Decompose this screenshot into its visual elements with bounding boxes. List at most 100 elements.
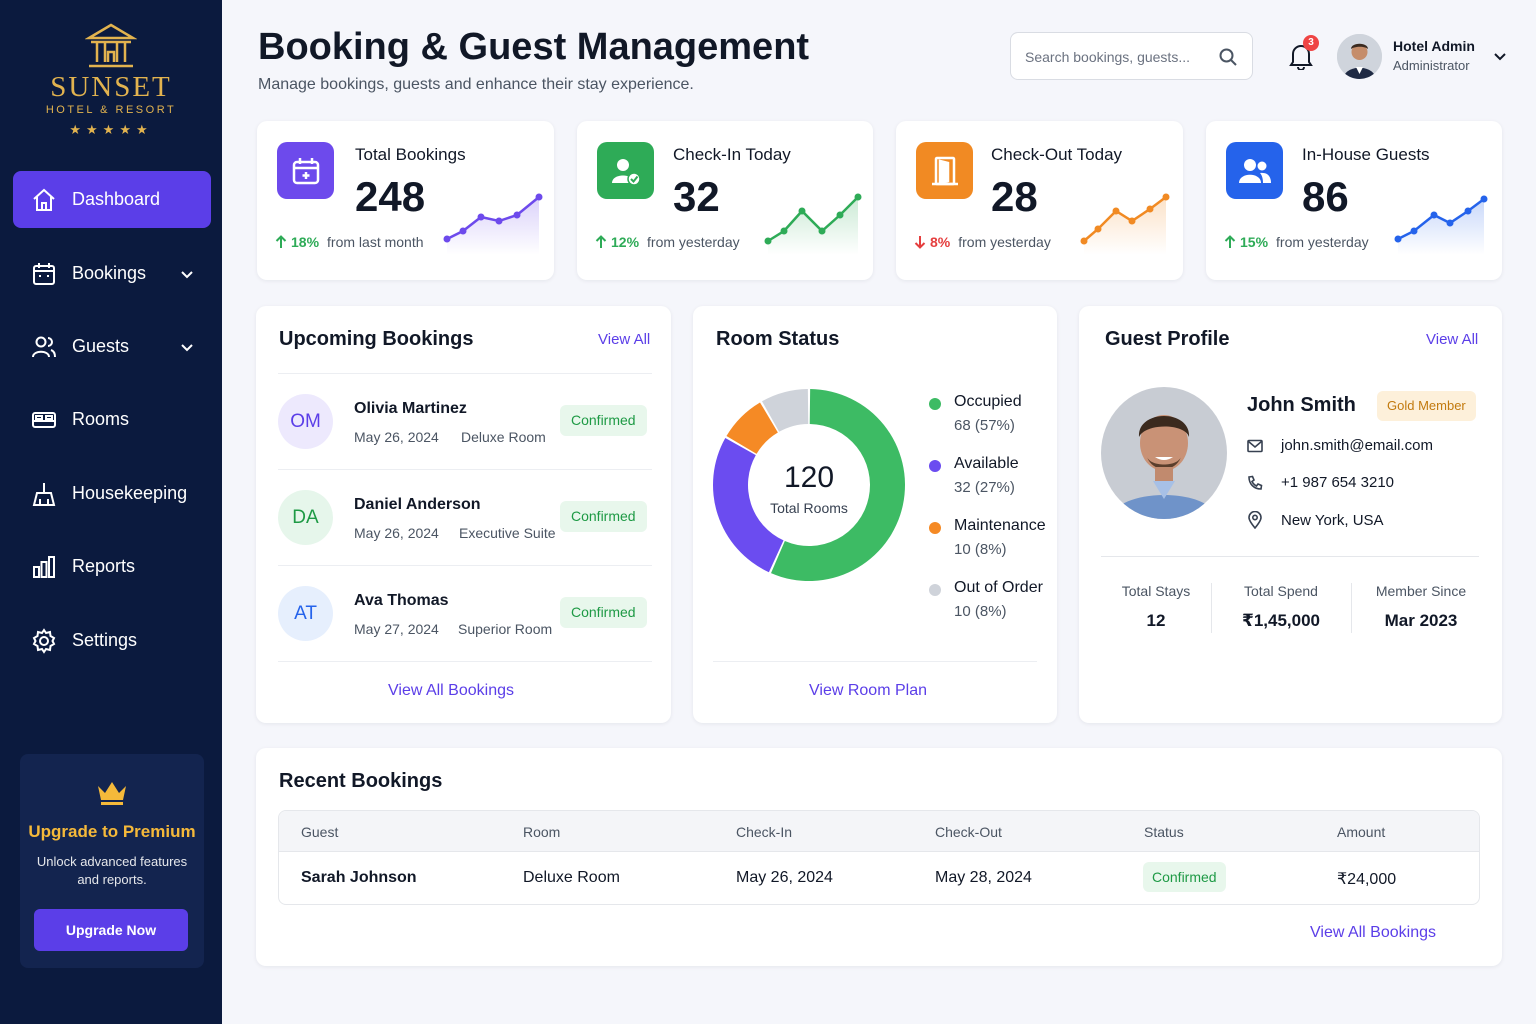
- view-all-link[interactable]: View All: [598, 331, 651, 348]
- sparkline-chart: [764, 193, 862, 255]
- column-header[interactable]: Amount: [1337, 824, 1386, 840]
- view-all-bookings-link[interactable]: View All Bookings: [388, 682, 514, 699]
- room-type: Superior Room: [458, 621, 553, 637]
- sidebar: SUNSET HOTEL & RESORT ★★★★★ Dashboard Bo…: [0, 0, 222, 1024]
- sidebar-item-reports[interactable]: Reports: [13, 538, 211, 595]
- sidebar-item-label: Settings: [72, 630, 138, 650]
- chevron-down-icon[interactable]: [179, 339, 195, 355]
- avatar: OM: [278, 394, 333, 449]
- guest-name: Ava Thomas: [354, 592, 449, 609]
- legend-dot: [929, 398, 941, 410]
- upgrade-now-button[interactable]: Upgrade Now: [34, 909, 188, 951]
- room-status-donut-chart: [713, 389, 905, 581]
- calendar-icon: [33, 262, 55, 285]
- bar-chart-icon: [33, 555, 55, 578]
- avatar[interactable]: [1337, 34, 1382, 79]
- donut-slice-maintenance: [726, 402, 778, 454]
- brand-logo[interactable]: SUNSET HOTEL & RESORT ★★★★★: [0, 22, 222, 138]
- stat-trend-pct: 15%: [1240, 234, 1269, 250]
- room-type: Executive Suite: [459, 525, 556, 541]
- stat-trend: 8% from yesterday: [914, 234, 1051, 250]
- stat-card-total-bookings[interactable]: Total Bookings 248 18% from last month: [257, 121, 554, 280]
- view-room-plan-link[interactable]: View Room Plan: [809, 682, 927, 699]
- stat-card-in-house-guests[interactable]: In-House Guests 86 15% from yesterday: [1206, 121, 1502, 280]
- status-badge: Confirmed: [560, 405, 647, 436]
- column-header[interactable]: Guest: [301, 824, 339, 840]
- cell-amount: ₹24,000: [1337, 871, 1397, 888]
- stat-trend-text: from yesterday: [1276, 234, 1369, 250]
- hotel-building-icon: [85, 23, 137, 68]
- search-icon[interactable]: [1218, 47, 1238, 67]
- guest-stat-value: ₹1,45,000: [1241, 611, 1320, 630]
- stat-label: Check-Out Today: [991, 145, 1123, 164]
- view-all-link[interactable]: View All: [1426, 331, 1479, 348]
- stat-trend: 18% from last month: [275, 234, 424, 250]
- guest-location: New York, USA: [1247, 511, 1384, 529]
- column-header[interactable]: Room: [523, 824, 561, 840]
- guest-stat-value: 12: [1146, 611, 1166, 630]
- donut-total: 120: [783, 461, 835, 494]
- search-input[interactable]: [1025, 45, 1215, 69]
- sidebar-item-label: Housekeeping: [72, 483, 188, 503]
- user-role: Administrator: [1393, 58, 1470, 73]
- sidebar-item-guests[interactable]: Guests: [13, 318, 211, 375]
- guest-stat-total-spend: Total Spend ₹1,45,000: [1217, 583, 1345, 631]
- guest-stat-member-since: Member Since Mar 2023: [1357, 583, 1485, 631]
- guest-email: john.smith@email.com: [1247, 437, 1433, 454]
- bed-icon: [32, 411, 56, 428]
- upgrade-card: Upgrade to Premium Unlock advanced featu…: [20, 754, 204, 968]
- list-item[interactable]: OM Olivia Martinez May 26, 2024 Deluxe R…: [278, 373, 652, 469]
- arrow-down-icon: [914, 236, 926, 249]
- view-all-bookings-link[interactable]: View All Bookings: [1310, 924, 1436, 941]
- sidebar-item-housekeeping[interactable]: Housekeeping: [13, 465, 211, 522]
- stat-value: 28: [991, 173, 1038, 220]
- stat-trend-text: from yesterday: [647, 234, 740, 250]
- calendar-icon: [277, 142, 334, 199]
- donut-slice-occupied: [771, 389, 905, 581]
- user-avatar-icon: [1101, 387, 1227, 519]
- recent-bookings-panel: Recent Bookings Guest Room Check-In Chec…: [256, 748, 1502, 966]
- search-box[interactable]: [1010, 32, 1253, 80]
- stat-card-check-out[interactable]: Check-Out Today 28 8% from yesterday: [896, 121, 1183, 280]
- guest-profile-panel: Guest Profile View All John Smith Gold M…: [1079, 306, 1502, 723]
- booking-date: May 26, 2024: [354, 429, 439, 445]
- sidebar-item-bookings[interactable]: Bookings: [13, 245, 211, 302]
- stat-trend-pct: 8%: [930, 234, 951, 250]
- arrow-up-icon: [595, 235, 607, 248]
- legend-value: 10 (8%): [954, 603, 1007, 620]
- phone-icon: [1248, 475, 1263, 490]
- sidebar-item-label: Dashboard: [72, 189, 161, 209]
- list-item[interactable]: DA Daniel Anderson May 26, 2024 Executiv…: [278, 469, 652, 565]
- stat-value: 248: [355, 173, 426, 220]
- stat-value: 32: [673, 173, 720, 220]
- column-header[interactable]: Check-In: [736, 824, 793, 840]
- column-header[interactable]: Status: [1144, 824, 1184, 840]
- panel-title: Guest Profile: [1105, 328, 1230, 350]
- stat-trend: 15% from yesterday: [1224, 234, 1369, 250]
- cell-guest: Sarah Johnson: [301, 869, 417, 886]
- sidebar-item-rooms[interactable]: Rooms: [13, 391, 211, 448]
- legend-label: Out of Order: [954, 579, 1043, 596]
- door-icon: [916, 142, 973, 199]
- list-item[interactable]: AT Ava Thomas May 27, 2024 Superior Room…: [278, 565, 652, 661]
- sidebar-item-settings[interactable]: Settings: [13, 612, 211, 669]
- stat-trend-pct: 12%: [611, 234, 640, 250]
- legend-label: Available: [954, 455, 1019, 472]
- broom-icon: [32, 482, 56, 506]
- sidebar-item-dashboard[interactable]: Dashboard: [13, 171, 211, 228]
- donut-slice-available: [713, 438, 784, 573]
- guest-name: Daniel Anderson: [354, 496, 481, 513]
- column-header[interactable]: Check-Out: [935, 824, 1002, 840]
- stat-card-check-in[interactable]: Check-In Today 32 12% from yesterday: [577, 121, 873, 280]
- users-icon: [1226, 142, 1283, 199]
- sparkline-chart: [1394, 195, 1488, 255]
- users-icon: [32, 336, 56, 357]
- guest-stat-label: Total Stays: [1121, 583, 1191, 599]
- guest-name: John Smith: [1247, 394, 1356, 416]
- stat-value: 86: [1302, 173, 1349, 220]
- guest-stat-label: Total Spend: [1244, 583, 1318, 599]
- chevron-down-icon[interactable]: [179, 266, 195, 282]
- brand-tagline: HOTEL & RESORT: [45, 104, 177, 116]
- chevron-down-icon[interactable]: [1492, 48, 1508, 64]
- location-pin-icon: [1248, 511, 1262, 529]
